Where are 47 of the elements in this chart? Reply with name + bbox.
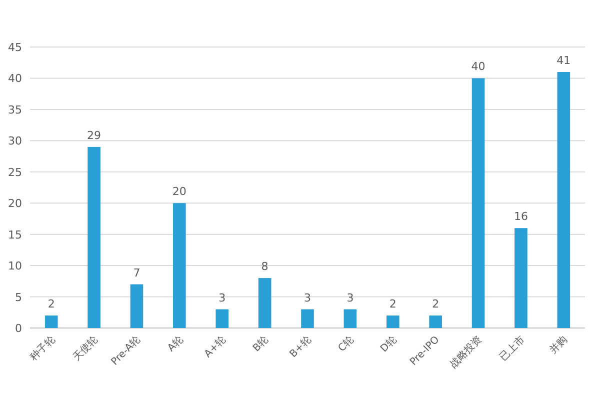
- x-tick-label: A+轮: [202, 334, 228, 360]
- data-label: 7: [133, 266, 140, 280]
- bar: [429, 316, 442, 328]
- bar: [173, 203, 186, 328]
- data-label: 3: [218, 291, 226, 304]
- x-tick-label: 已上市: [497, 334, 528, 364]
- y-tick-label: 35: [8, 103, 22, 116]
- x-tick-label: D轮: [378, 334, 400, 355]
- y-tick-label: 10: [8, 260, 22, 273]
- data-label: 8: [261, 260, 268, 274]
- data-label: 2: [389, 298, 396, 311]
- bar: [88, 146, 100, 328]
- bar: [344, 309, 357, 328]
- x-tick-label: C轮: [336, 334, 356, 354]
- x-tick-label: B轮: [250, 334, 271, 354]
- bar: [514, 228, 528, 328]
- x-tick-label: 战略投资: [448, 334, 484, 370]
- bar: [472, 78, 485, 328]
- x-tick-label: B+轮: [287, 334, 314, 360]
- bar: [557, 72, 570, 328]
- y-tick-label: 20: [8, 197, 22, 210]
- bar: [301, 309, 314, 328]
- data-label: 16: [514, 210, 528, 224]
- y-tick-label: 15: [8, 228, 22, 242]
- x-tick-label: 种子轮: [28, 334, 58, 364]
- data-label: 2: [48, 298, 55, 311]
- y-tick-label: 45: [8, 41, 22, 54]
- x-tick-label: 天使轮: [70, 334, 100, 364]
- data-label: 3: [304, 291, 311, 304]
- y-tick-label: 25: [8, 166, 22, 179]
- x-tick-label: 并购: [547, 334, 570, 356]
- data-label: 40: [471, 60, 486, 74]
- bar: [44, 316, 58, 328]
- data-label: 41: [556, 54, 571, 67]
- x-tick-label: A轮: [165, 334, 186, 354]
- bar: [386, 316, 400, 328]
- y-tick-label: 30: [8, 134, 22, 148]
- y-tick-label: 5: [15, 290, 22, 304]
- bar: [216, 309, 229, 328]
- data-label: 3: [346, 291, 354, 304]
- y-tick-label: 0: [15, 322, 22, 335]
- bar: [130, 284, 144, 328]
- y-tick-label: 40: [8, 72, 22, 86]
- data-label: 2: [432, 298, 440, 311]
- bar: [258, 278, 272, 328]
- data-label: 29: [87, 128, 102, 142]
- data-label: 20: [172, 185, 186, 198]
